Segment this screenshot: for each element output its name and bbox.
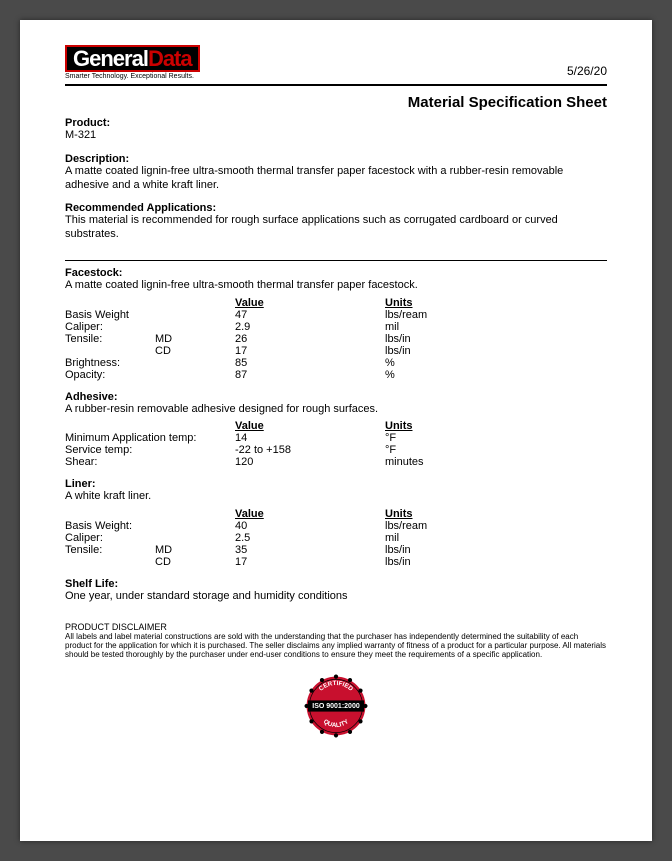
logo-part1: General bbox=[73, 46, 148, 71]
col-units-head: Units bbox=[385, 508, 607, 520]
facestock-section: Facestock: A matte coated lignin-free ul… bbox=[65, 267, 607, 381]
description-section: Description: A matte coated lignin-free … bbox=[65, 153, 607, 193]
table-row: Tensile:MD35lbs/in bbox=[65, 544, 607, 556]
shelf-label: Shelf Life: bbox=[65, 578, 607, 590]
logo-part2: Data bbox=[148, 46, 192, 71]
facestock-text: A matte coated lignin-free ultra-smooth … bbox=[65, 279, 607, 293]
table-row: Minimum Application temp:14°F bbox=[65, 432, 607, 444]
table-row: Basis Weight47lbs/ream bbox=[65, 309, 607, 321]
col-value-head: Value bbox=[235, 508, 385, 520]
liner-label: Liner: bbox=[65, 478, 607, 490]
facestock-label: Facestock: bbox=[65, 267, 607, 279]
adhesive-section: Adhesive: A rubber-resin removable adhes… bbox=[65, 391, 607, 469]
logo-tagline: Smarter Technology. Exceptional Results. bbox=[65, 73, 607, 80]
recommended-section: Recommended Applications: This material … bbox=[65, 202, 607, 242]
rule-top bbox=[65, 84, 607, 86]
table-row: CD17lbs/in bbox=[65, 556, 607, 568]
recommended-text: This material is recommended for rough s… bbox=[65, 214, 607, 242]
liner-section: Liner: A white kraft liner. Value Units … bbox=[65, 478, 607, 568]
col-units-head: Units bbox=[385, 420, 607, 432]
table-row: Caliper:2.5mil bbox=[65, 532, 607, 544]
col-units-head: Units bbox=[385, 297, 607, 309]
liner-text: A white kraft liner. bbox=[65, 490, 607, 504]
header: GeneralData Smarter Technology. Exceptio… bbox=[65, 45, 607, 80]
table-row: Tensile:MD26lbs/in bbox=[65, 333, 607, 345]
product-value: M-321 bbox=[65, 129, 607, 143]
shelf-section: Shelf Life: One year, under standard sto… bbox=[65, 578, 607, 604]
facestock-table: Value Units Basis Weight47lbs/ream Calip… bbox=[65, 297, 607, 381]
table-row: CD17lbs/in bbox=[65, 345, 607, 357]
logo: GeneralData Smarter Technology. Exceptio… bbox=[65, 45, 607, 80]
shelf-text: One year, under standard storage and hum… bbox=[65, 590, 607, 604]
adhesive-table: Value Units Minimum Application temp:14°… bbox=[65, 420, 607, 468]
page-title: Material Specification Sheet bbox=[65, 94, 607, 111]
disclaimer-text: All labels and label material constructi… bbox=[65, 632, 607, 660]
iso-badge-icon: CERTIFIED QUALITY ISO 9001:2000 bbox=[301, 671, 371, 741]
disclaimer-heading: PRODUCT DISCLAIMER bbox=[65, 622, 607, 632]
iso-badge: CERTIFIED QUALITY ISO 9001:2000 bbox=[65, 671, 607, 744]
product-section: Product: M-321 bbox=[65, 117, 607, 143]
col-value-head: Value bbox=[235, 297, 385, 309]
description-text: A matte coated lignin-free ultra-smooth … bbox=[65, 165, 607, 193]
product-label: Product: bbox=[65, 117, 607, 129]
table-row: Caliper:2.9mil bbox=[65, 321, 607, 333]
col-value-head: Value bbox=[235, 420, 385, 432]
table-row: Brightness:85% bbox=[65, 357, 607, 369]
table-row: Basis Weight:40lbs/ream bbox=[65, 520, 607, 532]
table-row: Service temp:-22 to +158°F bbox=[65, 444, 607, 456]
recommended-label: Recommended Applications: bbox=[65, 202, 607, 214]
spec-sheet-page: GeneralData Smarter Technology. Exceptio… bbox=[20, 20, 652, 841]
description-label: Description: bbox=[65, 153, 607, 165]
svg-text:ISO 9001:2000: ISO 9001:2000 bbox=[312, 703, 360, 710]
table-row: Opacity:87% bbox=[65, 369, 607, 381]
adhesive-label: Adhesive: bbox=[65, 391, 607, 403]
logo-box: GeneralData bbox=[65, 45, 200, 72]
table-row: Shear:120minutes bbox=[65, 456, 607, 468]
document-date: 5/26/20 bbox=[567, 64, 607, 78]
adhesive-text: A rubber-resin removable adhesive design… bbox=[65, 403, 607, 417]
liner-table: Value Units Basis Weight:40lbs/ream Cali… bbox=[65, 508, 607, 568]
rule-mid bbox=[65, 260, 607, 261]
